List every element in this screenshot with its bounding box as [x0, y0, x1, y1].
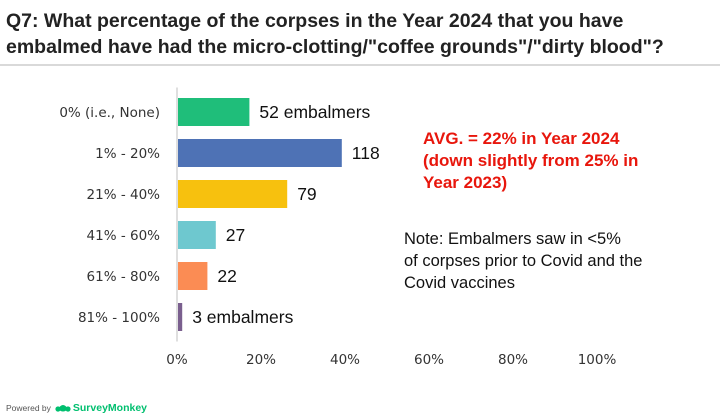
monkey-logo-icon: [55, 405, 71, 412]
x-tick-label: 0%: [166, 352, 188, 368]
average-annotation-line: (down slightly from 25% in: [423, 151, 639, 170]
data-label: 52 embalmers: [259, 102, 370, 122]
average-annotation-line: AVG. = 22% in Year 2024: [423, 129, 620, 148]
category-label: 61% - 80%: [87, 269, 161, 285]
category-label: 41% - 60%: [87, 228, 161, 244]
data-label: 22: [217, 266, 236, 286]
category-label: 81% - 100%: [78, 310, 160, 326]
category-label: 1% - 20%: [95, 146, 160, 162]
x-tick-label: 40%: [330, 352, 360, 368]
category-label: 0% (i.e., None): [59, 105, 160, 121]
data-label: 3 embalmers: [192, 307, 293, 327]
x-tick-label: 100%: [578, 352, 617, 368]
data-label: 79: [297, 184, 316, 204]
surveymonkey-brand: SurveyMonkey: [72, 402, 148, 414]
data-label: 27: [226, 225, 245, 245]
powered-by-text: Powered by: [6, 403, 51, 413]
surveymonkey-logo: SurveyMonkey: [55, 402, 147, 414]
bar: [178, 303, 183, 331]
note-annotation-line: of corpses prior to Covid and the: [404, 252, 643, 270]
bar: [178, 139, 342, 167]
bar: [178, 221, 216, 249]
note-annotation-line: Covid vaccines: [404, 274, 515, 292]
note-annotation-line: Note: Embalmers saw in <5%: [404, 230, 621, 248]
bar: [178, 180, 288, 208]
x-tick-label: 60%: [414, 352, 444, 368]
average-annotation: AVG. = 22% in Year 2024 (down slightly f…: [423, 128, 713, 194]
chart-title: Q7: What percentage of the corpses in th…: [6, 10, 664, 58]
footer: Powered by SurveyMonkey: [6, 401, 147, 415]
bar-chart: 0% (i.e., None) 52 embalmers 1% - 20% 118 21…: [59, 87, 617, 368]
data-label: 118: [352, 143, 380, 163]
x-tick-label: 20%: [246, 352, 276, 368]
bar: [178, 98, 250, 126]
note-annotation: Note: Embalmers saw in <5% of corpses pr…: [404, 228, 714, 294]
x-tick-label: 80%: [498, 352, 528, 368]
title-divider: [0, 64, 720, 66]
average-annotation-line: Year 2023): [423, 173, 508, 192]
bar: [178, 262, 208, 290]
category-label: 21% - 40%: [87, 187, 161, 203]
